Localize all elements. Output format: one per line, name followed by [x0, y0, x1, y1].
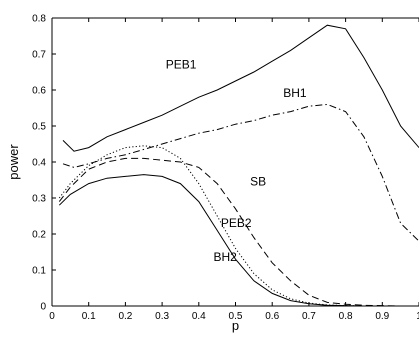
x-tick-label: 1 [416, 311, 419, 322]
x-tick-label: 0 [49, 311, 55, 322]
series-line-bh1 [62, 103, 419, 242]
y-tick-label: 0.8 [32, 14, 46, 25]
x-tick-label: 0.4 [192, 311, 206, 322]
y-tick-label: 0.3 [32, 194, 46, 205]
x-tick-label: 0.3 [155, 311, 169, 322]
y-tick-label: 0.6 [32, 86, 46, 97]
x-tick-label: 0.5 [229, 311, 243, 322]
y-tick-label: 0.1 [32, 266, 46, 277]
chart-ticks: 0 0.1 0.2 0.3 0.4 0.5 0.6 0.7 0.8 0.9 1 0 0.1 0.2 0.3 0… [32, 14, 419, 322]
x-tick-label: 0.8 [339, 311, 353, 322]
annotation-bh1: BH1 [283, 86, 307, 100]
y-tick-label: 0.4 [32, 158, 46, 169]
x-tick-label: 0.2 [118, 311, 132, 322]
chart-annotations: PEB1 BH1 SB PEB2 BH2 [166, 57, 307, 264]
x-tick-label: 0.7 [302, 311, 316, 322]
series-line-peb1 [62, 24, 419, 152]
x-tick-label: 0.9 [375, 311, 389, 322]
annotation-peb2: PEB2 [221, 216, 252, 230]
x-tick-label: 0.6 [265, 311, 279, 322]
series-line-sb [58, 157, 419, 307]
y-tick-label: 0.2 [32, 230, 46, 241]
annotation-peb1: PEB1 [166, 57, 197, 71]
series-line-bh2 [58, 174, 419, 307]
chart-series [58, 24, 419, 307]
y-tick-label: 0.7 [32, 50, 46, 61]
y-tick-label: 0.5 [32, 122, 46, 133]
x-tick-label: 0.1 [82, 311, 96, 322]
series-line-peb2 [58, 145, 419, 307]
y-tick-label: 0 [40, 302, 46, 313]
y-axis-label: power [6, 144, 21, 180]
x-axis-label: p [232, 318, 239, 333]
annotation-sb: SB [250, 174, 266, 188]
annotation-bh2: BH2 [213, 250, 237, 264]
